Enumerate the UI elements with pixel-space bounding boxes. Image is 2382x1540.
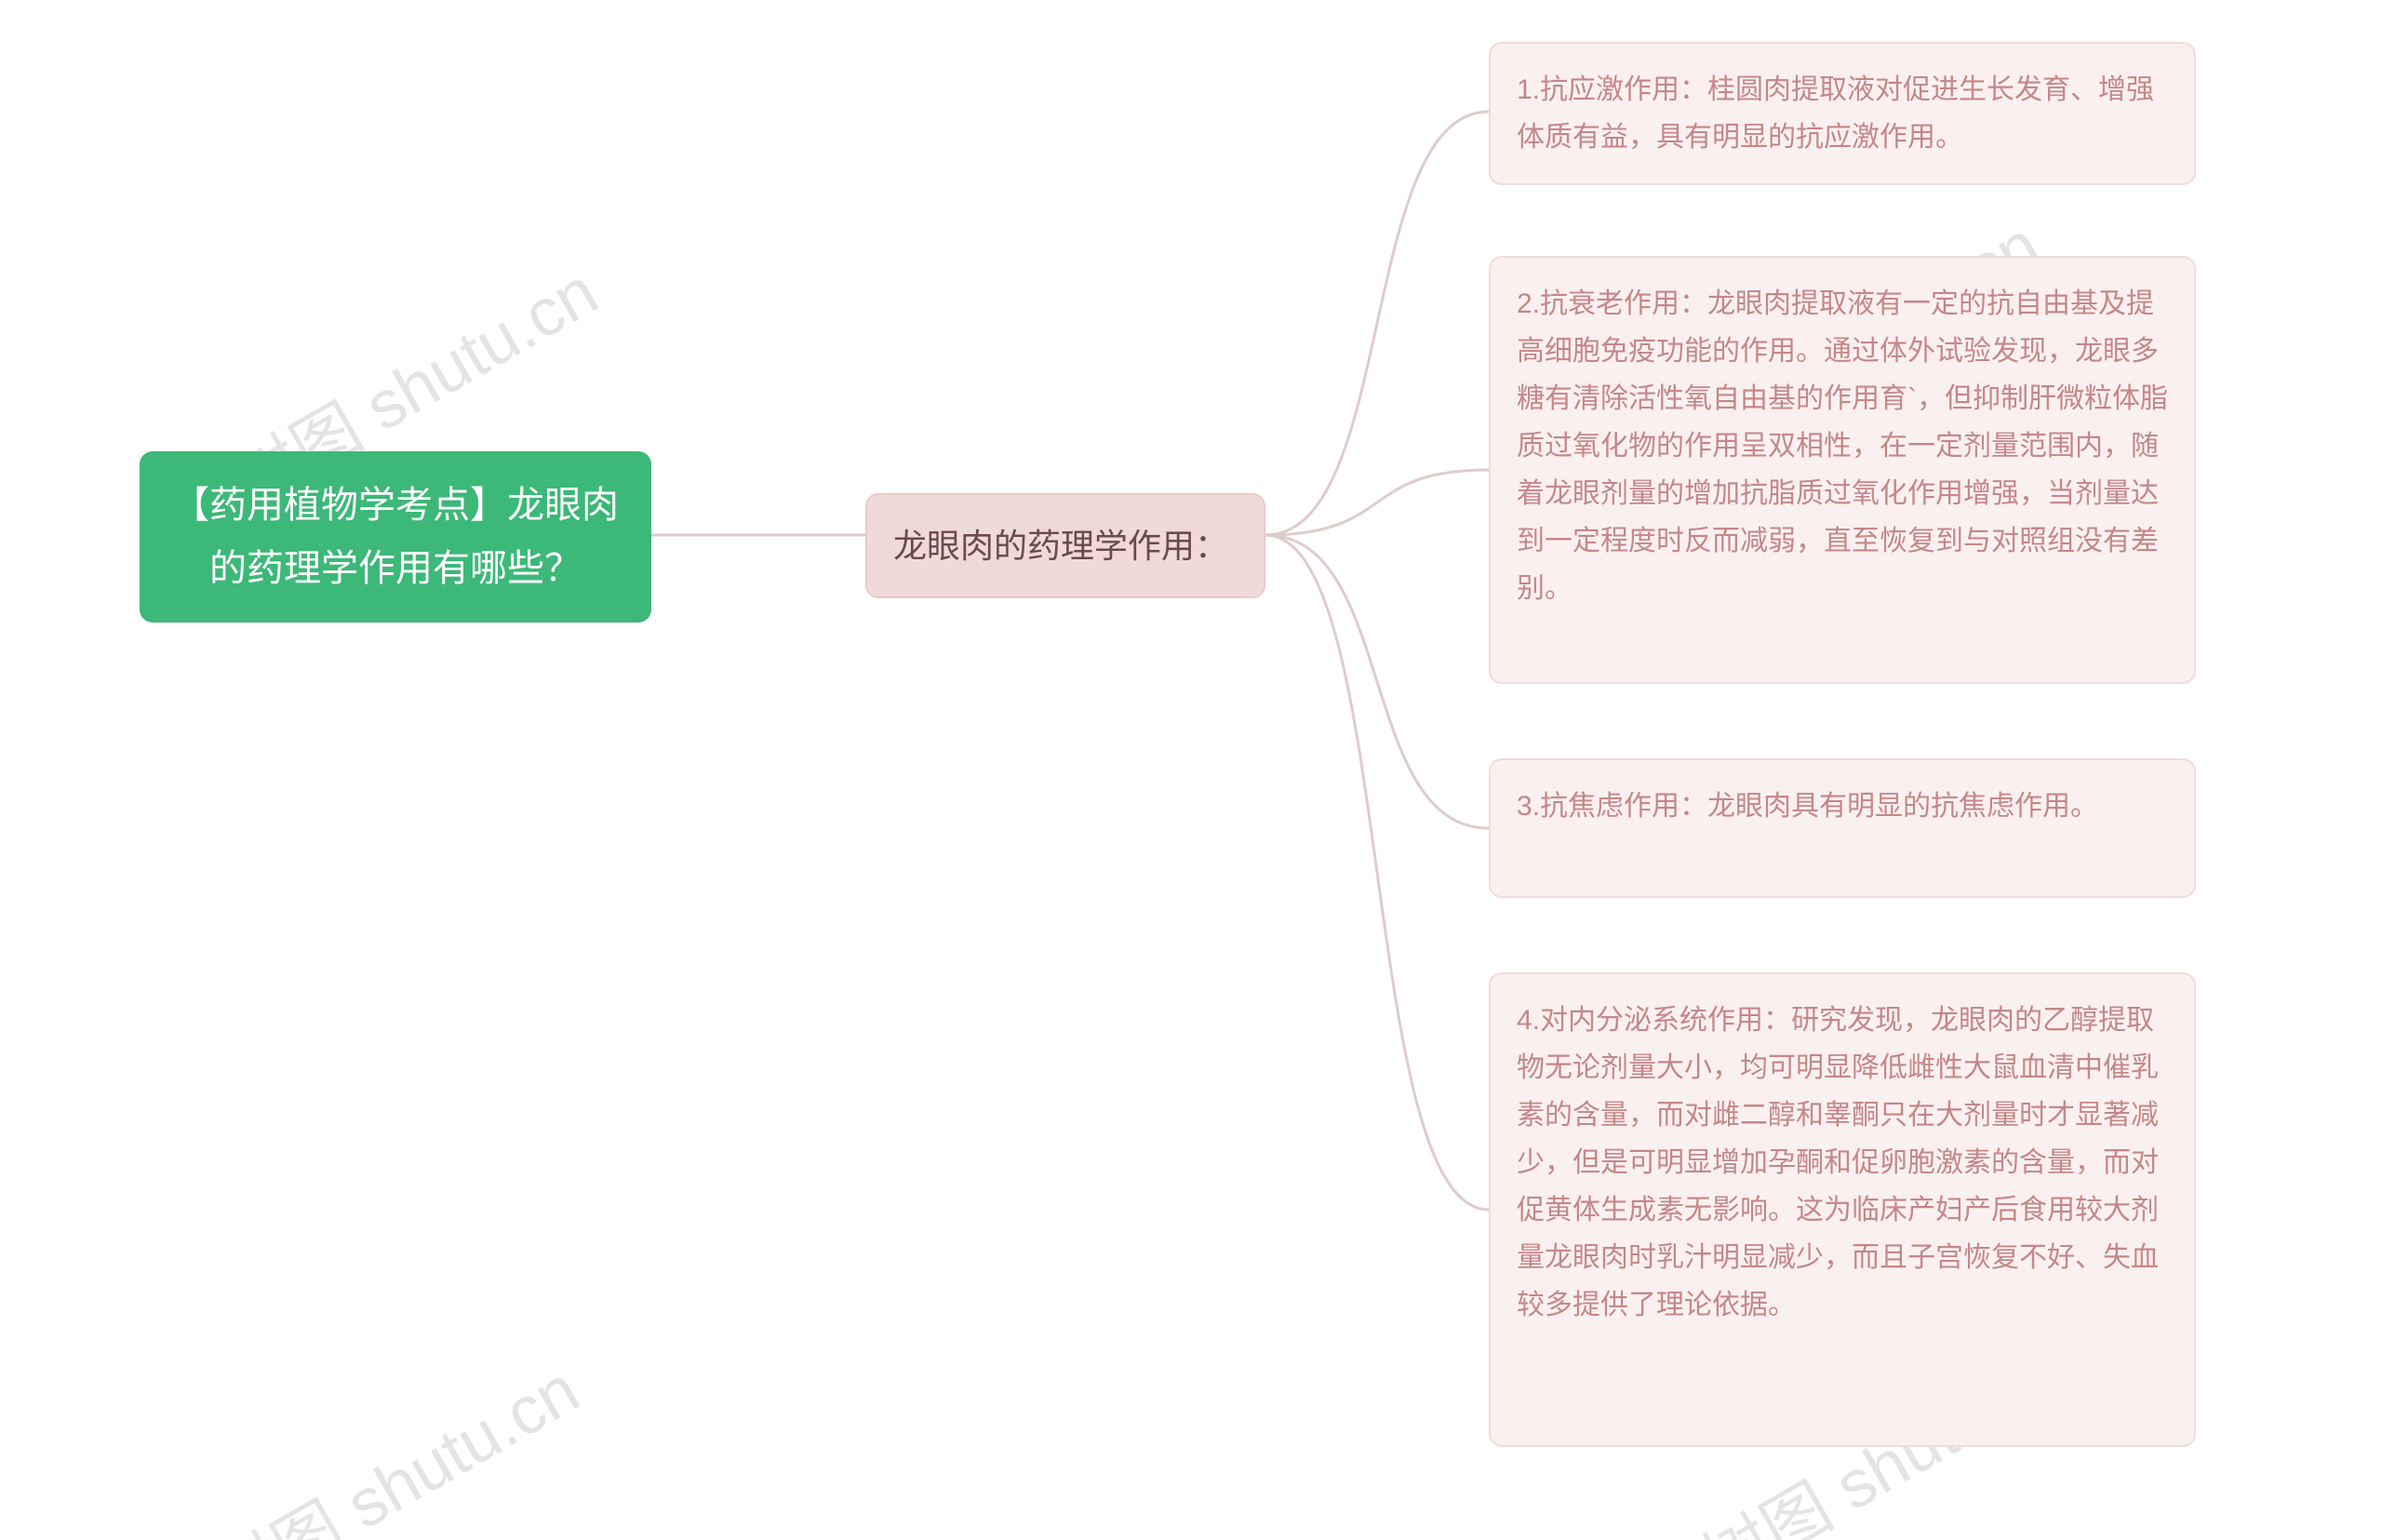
link-mid-leaf-3 (1265, 535, 1489, 1210)
leaf-node-0[interactable]: 1.抗应激作用：桂圆肉提取液对促进生长发育、增强体质有益，具有明显的抗应激作用。 (1489, 42, 2196, 185)
link-mid-leaf-1 (1265, 470, 1489, 535)
leaf-node-2[interactable]: 3.抗焦虑作用：龙眼肉具有明显的抗焦虑作用。 (1489, 758, 2196, 898)
link-mid-leaf-2 (1265, 535, 1489, 828)
mindmap-canvas: 树图 shutu.cn 树图 shutu.cn 树图 shutu.cn 树图 s… (0, 0, 2382, 1540)
watermark: 树图 shutu.cn (194, 1336, 594, 1540)
leaf-node-3[interactable]: 4.对内分泌系统作用：研究发现，龙眼肉的乙醇提取物无论剂量大小，均可明显降低雌性… (1489, 972, 2196, 1447)
mid-node[interactable]: 龙眼肉的药理学作用： (865, 493, 1265, 598)
root-node[interactable]: 【药用植物学考点】龙眼肉的药理学作用有哪些？ (140, 451, 651, 623)
link-mid-leaf-0 (1265, 112, 1489, 535)
leaf-node-1[interactable]: 2.抗衰老作用：龙眼肉提取液有一定的抗自由基及提高细胞免疫功能的作用。通过体外试… (1489, 256, 2196, 684)
